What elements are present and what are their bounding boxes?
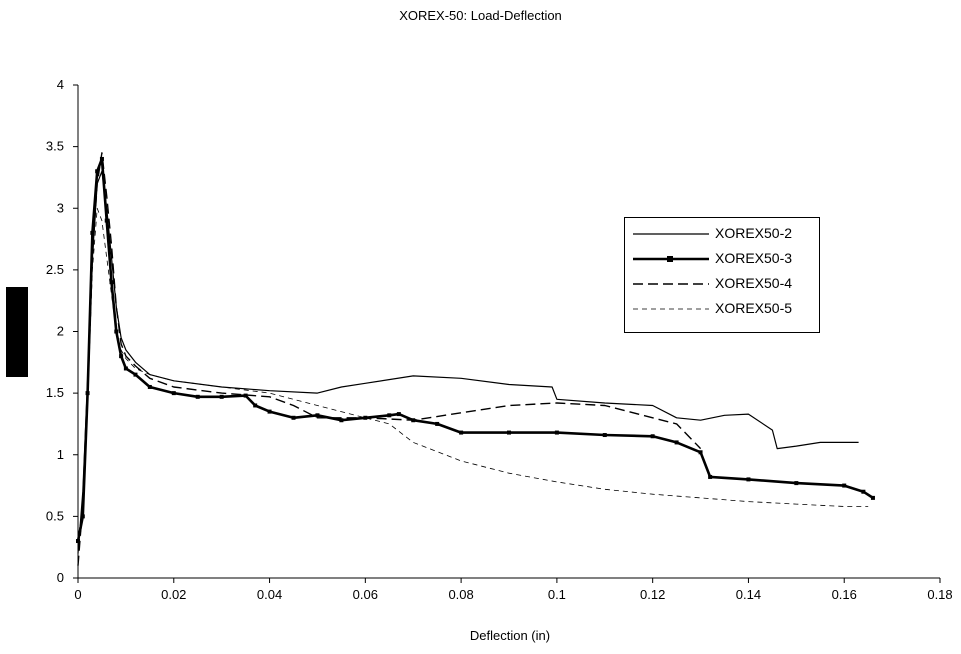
legend-item-3: XOREX50-4 <box>631 273 817 295</box>
series-2-point <box>291 415 296 420</box>
series-2-point <box>842 483 847 488</box>
series-2-point <box>794 481 799 486</box>
series-2-point <box>870 495 875 500</box>
series-2-point <box>147 384 152 389</box>
legend-label: XOREX50-3 <box>715 250 793 266</box>
series-layer <box>76 152 875 566</box>
y-tick-label: 3.5 <box>46 139 64 154</box>
series-2-point <box>650 434 655 439</box>
series-2-point <box>90 230 95 235</box>
series-2-point <box>396 412 401 417</box>
y-tick-label: 0.5 <box>46 508 64 523</box>
chart-title: XOREX-50: Load-Deflection <box>399 8 562 23</box>
series-2-point <box>674 440 679 445</box>
series-2-point <box>104 218 109 223</box>
x-tick-label: 0.04 <box>257 587 282 602</box>
y-tick-label: 3 <box>57 200 64 215</box>
series-2-point <box>315 413 320 418</box>
series-2-point <box>123 366 128 371</box>
legend-label: XOREX50-4 <box>715 275 793 291</box>
series-2-point <box>95 169 100 174</box>
series-2-point <box>80 514 85 519</box>
series-2-point <box>387 413 392 418</box>
series-2-point <box>109 280 114 285</box>
x-tick-label: 0.14 <box>736 587 761 602</box>
legend-label: XOREX50-5 <box>715 300 793 316</box>
x-tick-label: 0 <box>74 587 81 602</box>
legend: XOREX50-2 XOREX50-3 XOREX50-4 XOREX50-5 <box>624 217 820 333</box>
y-axis-label-redacted <box>6 287 28 377</box>
x-axis-label: Deflection (in) <box>469 628 551 643</box>
y-tick-label: 2 <box>57 324 64 339</box>
x-tick-label: 0.08 <box>448 587 473 602</box>
series-2-point <box>114 329 119 334</box>
series-2-point <box>76 539 80 544</box>
series-line-2 <box>76 157 874 542</box>
y-tick-label: 2.5 <box>46 262 64 277</box>
series-2-point <box>253 403 258 408</box>
series-2-point <box>698 450 703 455</box>
series-2-point <box>133 372 138 377</box>
series-2-point <box>861 489 866 494</box>
x-tick-label: 0.06 <box>353 587 378 602</box>
series-2-point <box>746 477 751 482</box>
y-tick-label: 0 <box>57 570 64 585</box>
x-tick-label: 0.16 <box>832 587 857 602</box>
series-2-point <box>507 430 511 435</box>
x-tick-label: 0.02 <box>161 587 186 602</box>
series-2-point <box>459 430 464 435</box>
legend-label: XOREX50-2 <box>715 225 793 241</box>
x-tick-label: 0.18 <box>927 587 952 602</box>
series-2-point <box>195 394 200 399</box>
x-tick-label: 0.1 <box>548 587 566 602</box>
series-2-point <box>602 433 607 438</box>
series-2-point <box>119 354 124 359</box>
legend-item-1: XOREX50-2 <box>631 223 817 245</box>
series-2-point <box>99 156 104 161</box>
series-2-point <box>243 393 248 398</box>
y-tick-label: 1 <box>57 447 64 462</box>
series-2-point <box>267 409 272 414</box>
legend-item-2: XOREX50-3 <box>631 248 817 270</box>
legend-item-4: XOREX50-5 <box>631 298 817 320</box>
axes: 0 0.02 0.04 0.06 0.08 0.1 0.12 0.14 0.16 0.18 0 0.5… <box>46 77 953 602</box>
series-2-point <box>339 418 344 423</box>
y-tick-label: 4 <box>57 77 64 92</box>
y-tick-label: 1.5 <box>46 385 64 400</box>
series-2-point <box>435 421 440 426</box>
series-2-point <box>708 474 713 479</box>
series-line-4 <box>77 207 869 542</box>
series-2-point <box>554 430 559 435</box>
x-tick-label: 0.12 <box>640 587 665 602</box>
series-line-3 <box>77 152 702 566</box>
series-2-point <box>219 394 224 399</box>
series-2-point <box>171 391 176 396</box>
